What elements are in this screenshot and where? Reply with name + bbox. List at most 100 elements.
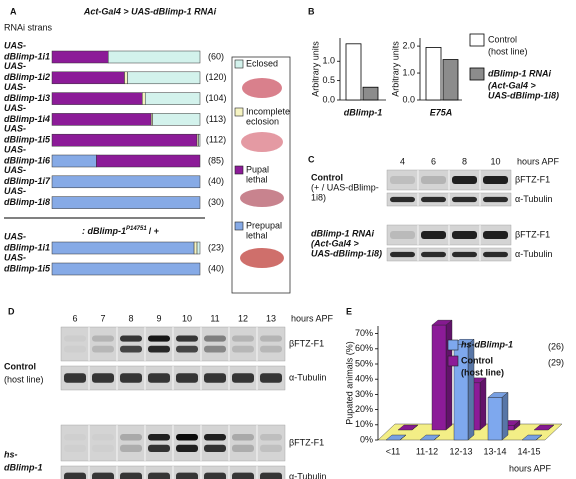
- x-axis-label: E75A: [430, 107, 453, 117]
- blot-band: [120, 335, 142, 342]
- stacked-bar-segment: [196, 241, 201, 255]
- blot-band: [483, 251, 508, 258]
- stacked-bar-segment: [51, 154, 97, 168]
- legend-swatch: [469, 67, 485, 81]
- blot-band: [148, 373, 170, 383]
- blot-band: [64, 434, 86, 440]
- lane-label: 8: [462, 156, 467, 166]
- y-tick-label: 1.0: [322, 56, 335, 66]
- blot-band: [204, 472, 226, 479]
- row-n: (104): [205, 93, 226, 103]
- bar-side: [535, 434, 543, 441]
- bar: [431, 324, 447, 431]
- blot-band: [232, 373, 254, 383]
- y-tick-label: 20%: [355, 404, 373, 414]
- blot-band: [390, 176, 415, 184]
- blot-band: [148, 345, 170, 353]
- row-n: (30): [208, 197, 224, 207]
- legend-swatch: [234, 221, 244, 231]
- row-name: dBlimp-1i7: [4, 176, 51, 186]
- blot-band: [483, 231, 508, 239]
- panel-label: B: [308, 6, 315, 16]
- band-label: α-Tubulin: [515, 194, 552, 204]
- legend-label: eclosion: [246, 116, 279, 126]
- y-axis-label: Arbitrary units: [310, 41, 320, 97]
- blot-band: [204, 335, 226, 342]
- blot-label: Control: [311, 172, 343, 182]
- blot-band: [148, 434, 170, 441]
- row-name: dBlimp-1i1: [4, 242, 50, 252]
- blot-band: [64, 373, 86, 383]
- row-n: (120): [205, 72, 226, 82]
- legend-note: UAS-dBlimp-1i8): [488, 90, 559, 100]
- blot-label: (Act-Gal4 >: [311, 238, 360, 248]
- legend-note: (host line): [461, 367, 504, 377]
- lane-label: 12: [238, 313, 248, 323]
- stacked-bar-segment: [198, 133, 201, 147]
- blot-band: [421, 176, 446, 184]
- legend-label: hs-dBlimp-1: [461, 339, 513, 349]
- row-name: dBlimp-1i5: [4, 263, 51, 273]
- band-label: α-Tubulin: [289, 372, 326, 382]
- row-name: dBlimp-1i6: [4, 155, 51, 165]
- blot-band: [260, 434, 282, 441]
- blot-band: [483, 196, 508, 203]
- blot-band: [120, 373, 142, 383]
- blot-band: [176, 373, 198, 383]
- y-tick-label: 40%: [355, 374, 373, 384]
- row-n: (40): [208, 176, 224, 186]
- stacked-bar-segment: [51, 113, 152, 126]
- blot-band: [92, 345, 114, 353]
- blot-band: [232, 434, 254, 441]
- row-n: (23): [208, 242, 224, 252]
- lane-label: 6: [431, 156, 436, 166]
- blot-band: [92, 335, 114, 342]
- blot-band: [232, 335, 254, 342]
- y-tick-label: 0%: [360, 434, 373, 444]
- fly-image: [242, 78, 282, 98]
- legend-label: lethal: [246, 230, 268, 240]
- blot-label: (host line): [4, 374, 44, 384]
- blot-band: [452, 251, 477, 258]
- y-tick-label: 10%: [355, 419, 373, 429]
- panel-title: Act-Gal4 > UAS-dBlimp-1 RNAi: [83, 6, 217, 16]
- y-tick-label: 70%: [355, 328, 373, 338]
- y-axis-label: Pupated animals (%): [344, 341, 354, 425]
- legend-label: lethal: [246, 174, 268, 184]
- y-tick-label: 1.0: [402, 67, 415, 77]
- y-tick-label: 0.0: [402, 94, 415, 104]
- y-tick-label: 30%: [355, 389, 373, 399]
- legend-swatch: [234, 165, 244, 175]
- row-prefix: UAS-: [4, 252, 26, 262]
- blot-band: [64, 336, 86, 342]
- row-prefix: UAS-: [4, 61, 26, 71]
- y-tick-label: 2.0: [402, 40, 415, 50]
- bar: [442, 59, 459, 101]
- row-prefix: UAS-: [4, 186, 26, 196]
- fly-images: [240, 78, 284, 268]
- row-n: (112): [206, 135, 226, 145]
- band-label: βFTZ-F1: [515, 174, 550, 184]
- row-n: (113): [206, 114, 226, 124]
- legend-swatch: [234, 107, 244, 117]
- fly-image: [240, 189, 284, 207]
- bar: [345, 43, 362, 101]
- blot-band: [421, 231, 446, 239]
- blot-band: [204, 444, 226, 452]
- bar: [453, 344, 469, 441]
- stacked-bar-segment: [96, 154, 201, 168]
- legend-label: Control: [461, 355, 493, 365]
- legend-label: Eclosed: [246, 58, 278, 68]
- row-name: dBlimp-1i2: [4, 72, 50, 82]
- blot-band: [176, 444, 198, 452]
- stacked-bar-segment: [51, 50, 109, 64]
- genotype-header: : dBlimp-1P14751/ +: [82, 226, 159, 237]
- x-axis-label: dBlimp-1: [344, 107, 383, 117]
- blot-band: [92, 373, 114, 383]
- legend-swatch: [447, 355, 459, 367]
- blot-band: [204, 345, 226, 353]
- blot-band: [176, 335, 198, 342]
- blot-label: Control: [4, 361, 36, 371]
- legend-label: Pupal: [246, 164, 269, 174]
- blot-band: [64, 472, 86, 479]
